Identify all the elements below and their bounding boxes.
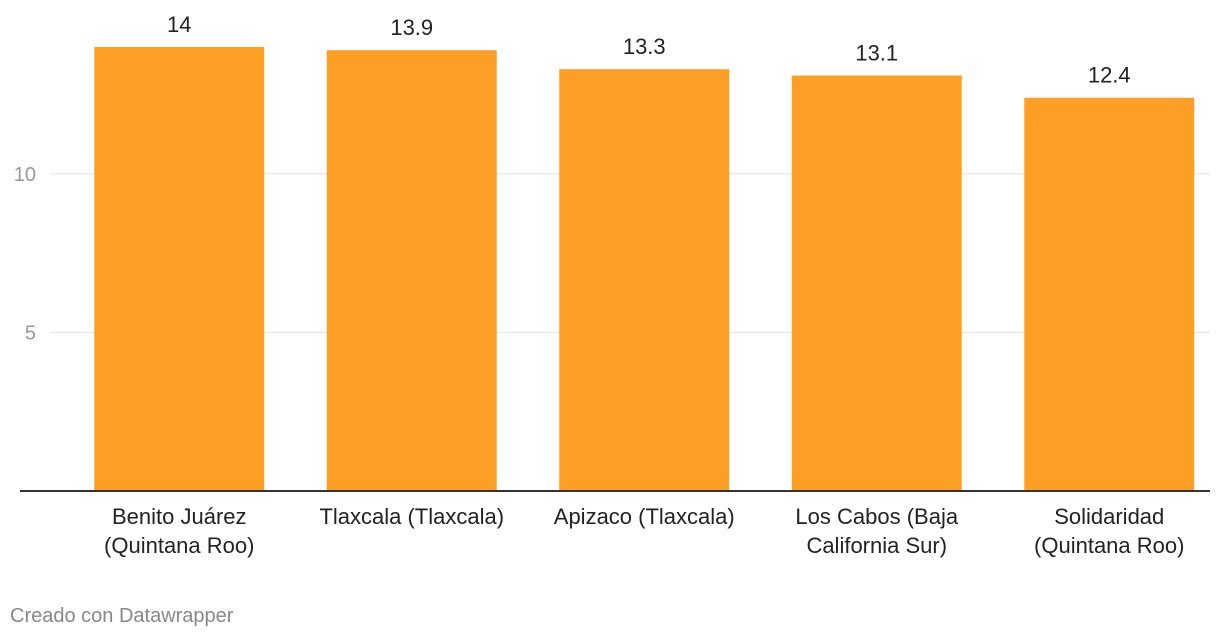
y-tick-label: 5 [25,322,36,344]
bars [94,47,1195,492]
bar-chart: 5 10 14 13.9 13.3 13.1 12.4 Benito Juárez (Qui… [14,12,1210,558]
x-tick-label: Apizaco (Tlaxcala) [554,504,735,529]
x-tick-label: California Sur) [806,533,947,558]
bar-value-label: 13.1 [855,41,898,66]
x-tick-label: Benito Juárez [112,504,247,529]
y-axis-ticks: 5 10 [14,164,36,345]
value-labels: 14 13.9 13.3 13.1 12.4 [167,12,1131,88]
bar [94,47,265,491]
x-tick-label: (Quintana Roo) [104,533,254,558]
bar-value-label: 13.9 [390,15,433,40]
bar-value-label: 12.4 [1088,63,1131,88]
bar [791,75,962,492]
x-tick-label: Solidaridad [1054,504,1164,529]
credit-text: Creado con Datawrapper [10,605,234,627]
x-tick-label: (Quintana Roo) [1034,533,1184,558]
bar [326,50,497,492]
y-tick-label: 10 [14,164,36,186]
bar-value-label: 13.3 [623,34,666,59]
bar [1024,97,1195,491]
x-tick-label: Los Cabos (Baja [795,504,958,529]
bar-value-label: 14 [167,12,191,37]
bar [559,69,730,491]
x-tick-label: Tlaxcala (Tlaxcala) [319,504,504,529]
x-axis-labels: Benito Juárez (Quintana Roo) Tlaxcala (Tla… [104,504,1184,558]
